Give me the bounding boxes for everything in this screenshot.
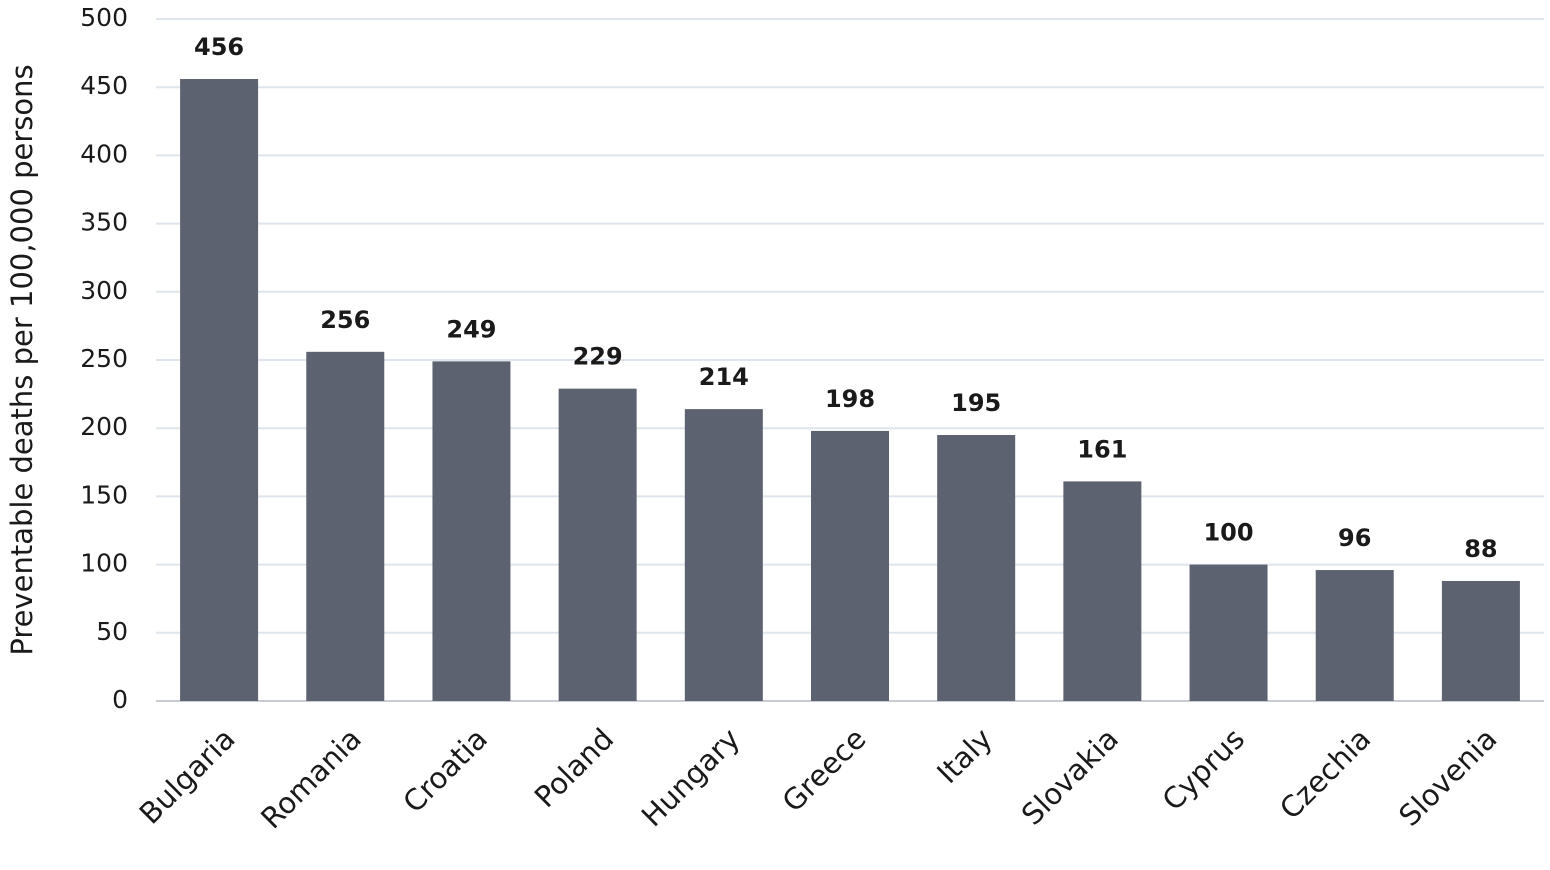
bar (684, 409, 763, 701)
bar (1315, 570, 1394, 701)
data-label: 214 (699, 363, 749, 391)
y-tick-label: 100 (80, 549, 128, 578)
x-tick-label: Bulgaria (133, 722, 242, 831)
x-tick-label: Italy (930, 722, 999, 791)
y-tick-label: 150 (80, 480, 128, 509)
y-tick-label: 300 (80, 276, 128, 305)
data-label: 256 (320, 306, 370, 334)
x-tick-label: Croatia (396, 722, 494, 820)
y-tick-label: 50 (96, 617, 128, 646)
y-tick-label: 450 (80, 71, 128, 100)
data-label: 229 (573, 343, 623, 371)
data-label: 161 (1077, 435, 1127, 463)
x-tick-label: Czechia (1273, 722, 1377, 826)
bar (1189, 564, 1268, 701)
y-tick-label: 250 (80, 344, 128, 373)
bar (937, 435, 1016, 701)
x-tick-label: Greece (776, 722, 873, 819)
data-label: 456 (194, 33, 244, 61)
data-label: 195 (951, 389, 1001, 417)
bar (306, 351, 385, 701)
x-tick-label: Romania (254, 722, 368, 836)
y-tick-label: 400 (80, 139, 128, 168)
y-tick-label: 200 (80, 412, 128, 441)
data-label: 198 (825, 385, 875, 413)
x-tick-label: Poland (528, 722, 621, 815)
bar (1441, 580, 1520, 701)
x-tick-label: Slovakia (1015, 722, 1125, 832)
data-label: 249 (446, 315, 496, 343)
y-tick-label: 500 (80, 3, 128, 32)
bar (811, 430, 889, 701)
y-tick-label: 0 (112, 685, 128, 714)
bar (558, 388, 637, 701)
bar (432, 361, 511, 701)
bar (180, 79, 259, 702)
data-label: 88 (1464, 535, 1497, 563)
bar (1063, 481, 1142, 701)
data-label: 100 (1203, 519, 1253, 547)
x-tick-label: Slovenia (1392, 722, 1503, 833)
y-tick-label: 350 (80, 208, 128, 237)
x-tick-label: Hungary (635, 722, 747, 834)
x-tick-label: Cyprus (1156, 722, 1252, 818)
y-axis-title: Preventable deaths per 100,000 persons (5, 64, 39, 655)
data-label: 96 (1338, 524, 1371, 552)
